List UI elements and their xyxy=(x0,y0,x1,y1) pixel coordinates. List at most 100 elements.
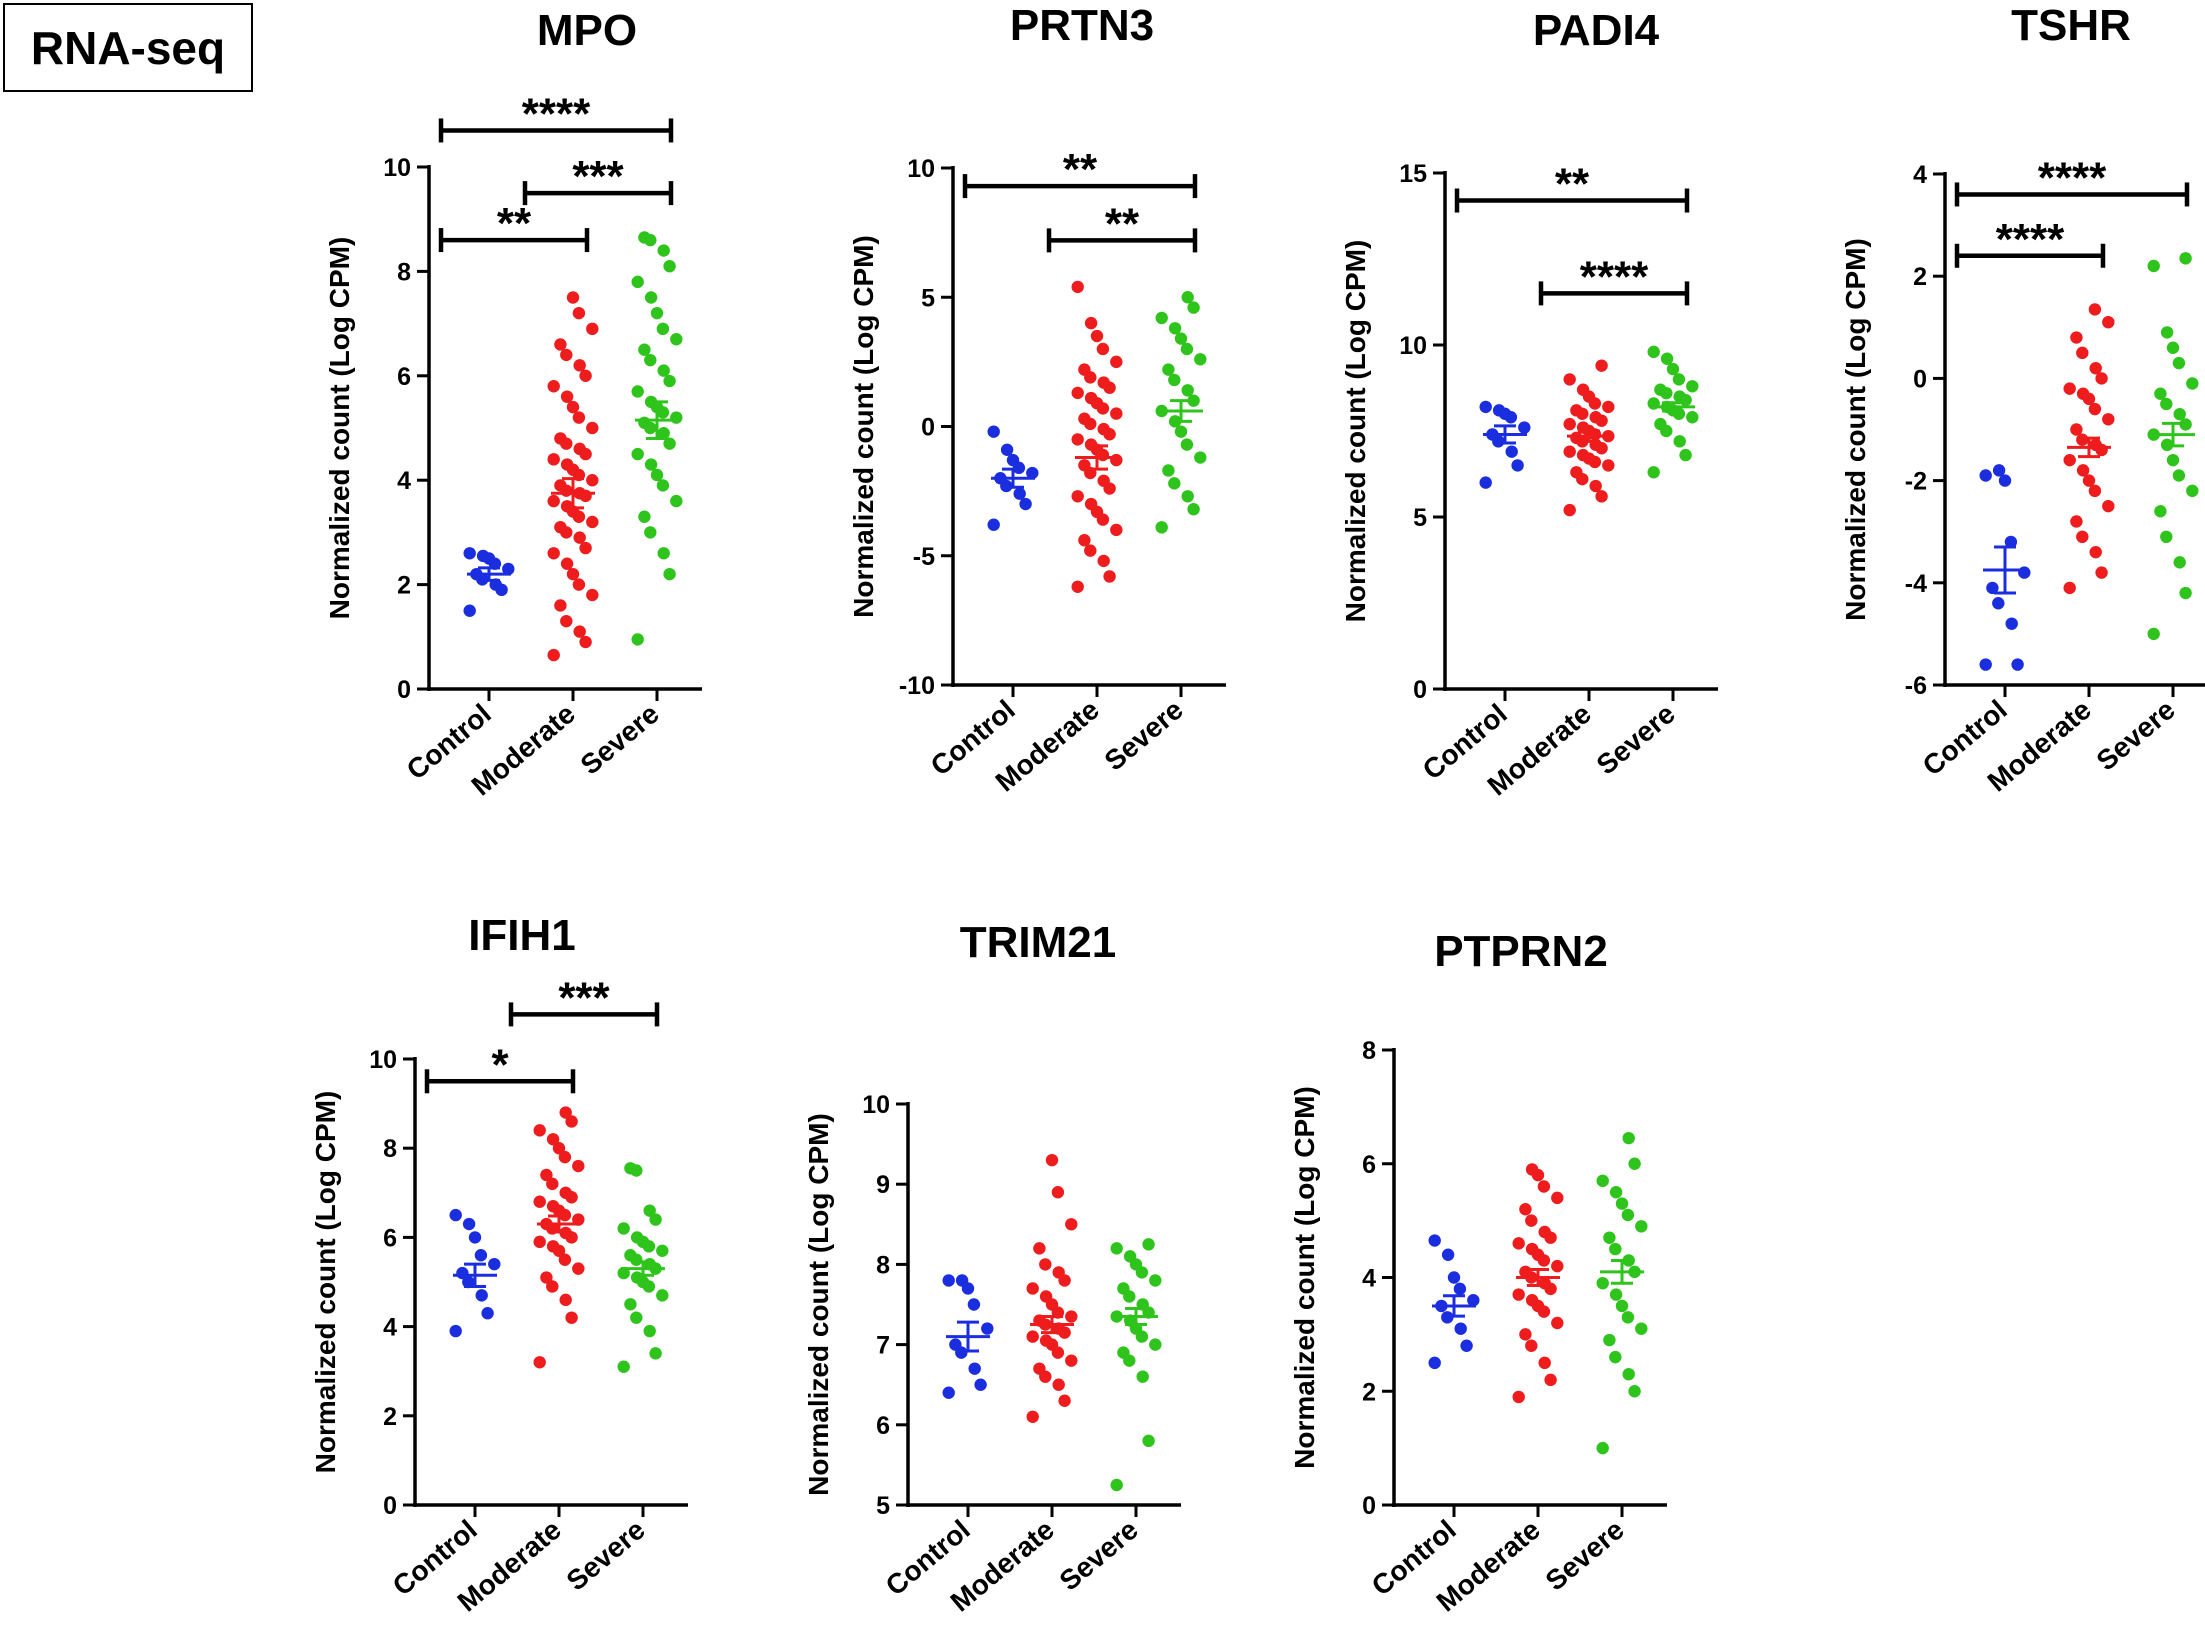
data-point-moderate xyxy=(1110,523,1123,537)
data-point-moderate xyxy=(560,390,574,403)
data-point-severe xyxy=(1615,1197,1629,1210)
data-point-severe xyxy=(1615,1299,1629,1313)
chart-title: TRIM21 xyxy=(960,918,1116,967)
data-point-severe xyxy=(1609,1185,1623,1199)
data-point-severe xyxy=(2186,377,2199,390)
rna-seq-label: RNA-seq xyxy=(3,3,253,92)
data-point-severe xyxy=(643,1204,656,1217)
data-point-moderate xyxy=(533,1356,546,1369)
y-tick-label: 10 xyxy=(369,1046,397,1074)
data-point-severe xyxy=(624,1249,637,1262)
data-point-severe xyxy=(670,333,683,346)
y-tick-label: 15 xyxy=(1399,160,1427,188)
data-point-moderate xyxy=(554,432,567,445)
data-point-severe xyxy=(1181,291,1194,304)
data-point-control xyxy=(449,1324,462,1338)
data-point-moderate xyxy=(1525,1214,1538,1227)
y-tick-label: 8 xyxy=(1362,1037,1376,1065)
data-point-control xyxy=(2004,535,2018,549)
data-point-moderate xyxy=(1538,1356,1551,1370)
significance-label: ** xyxy=(1555,160,1590,209)
significance-label: ** xyxy=(1063,145,1098,194)
data-point-moderate xyxy=(547,380,560,393)
data-point-moderate xyxy=(1033,1362,1046,1375)
data-point-moderate xyxy=(559,1293,572,1307)
data-point-severe xyxy=(1654,417,1667,431)
significance-label: **** xyxy=(522,89,591,138)
y-tick-label: 4 xyxy=(1362,1265,1376,1293)
data-point-moderate xyxy=(533,1235,546,1249)
data-point-moderate xyxy=(586,421,599,435)
significance-label: *** xyxy=(558,973,610,1022)
data-point-severe xyxy=(1686,380,1699,393)
data-point-severe xyxy=(1174,425,1188,438)
data-point-control xyxy=(488,1257,501,1271)
y-tick-label: 6 xyxy=(876,1412,890,1440)
data-point-moderate xyxy=(1576,383,1590,396)
data-point-control xyxy=(1992,597,2005,610)
data-point-moderate xyxy=(1039,1258,1052,1271)
data-point-severe xyxy=(1194,451,1207,464)
data-point-severe xyxy=(2147,627,2160,641)
y-tick-label: 6 xyxy=(1362,1151,1376,1179)
data-point-moderate xyxy=(560,614,573,628)
data-point-severe xyxy=(1181,384,1194,397)
data-point-moderate xyxy=(1078,534,1091,547)
data-point-moderate xyxy=(1525,1242,1539,1256)
data-point-moderate xyxy=(1071,490,1084,503)
data-point-control xyxy=(481,1307,494,1320)
data-point-moderate xyxy=(1052,1378,1065,1391)
data-point-moderate xyxy=(554,338,567,351)
data-point-control xyxy=(967,1298,981,1311)
data-point-severe xyxy=(1609,1242,1622,1256)
data-point-moderate xyxy=(2102,499,2115,513)
data-point-severe xyxy=(1155,521,1168,534)
data-point-moderate xyxy=(1563,503,1576,517)
data-point-moderate xyxy=(1537,1180,1551,1193)
data-point-control xyxy=(502,562,515,576)
data-point-moderate xyxy=(1551,1191,1564,1205)
y-tick-label: 10 xyxy=(383,154,411,182)
data-point-moderate xyxy=(2095,372,2108,385)
data-point-moderate xyxy=(1512,1237,1525,1250)
data-point-severe xyxy=(1187,503,1200,516)
data-point-moderate xyxy=(1039,1290,1053,1303)
data-point-severe xyxy=(2160,530,2173,544)
y-tick-label: 4 xyxy=(383,1314,397,1342)
y-tick-label: 8 xyxy=(383,1135,397,1163)
data-point-moderate xyxy=(1563,373,1576,386)
chart-title: TSHR xyxy=(2011,1,2131,50)
data-point-moderate xyxy=(1576,448,1590,462)
data-point-severe xyxy=(650,468,664,482)
data-point-severe xyxy=(643,1324,656,1338)
y-tick-label: 5 xyxy=(876,1492,890,1520)
data-point-severe xyxy=(617,1222,630,1235)
data-point-severe xyxy=(2147,259,2160,273)
data-point-severe xyxy=(624,1162,637,1175)
data-point-moderate xyxy=(565,1311,578,1324)
data-point-control xyxy=(1992,464,2006,477)
data-point-severe xyxy=(649,1347,662,1360)
data-point-moderate xyxy=(2070,515,2083,528)
data-point-severe xyxy=(2154,387,2167,400)
y-tick-label: 0 xyxy=(1913,365,1927,393)
data-point-severe xyxy=(1142,1238,1155,1251)
data-point-moderate xyxy=(560,458,574,471)
data-point-moderate xyxy=(554,520,567,534)
y-tick-label: 6 xyxy=(383,1224,397,1252)
data-point-control xyxy=(1479,476,1492,489)
data-point-moderate xyxy=(1071,433,1084,446)
data-point-severe xyxy=(2173,556,2186,569)
data-point-severe xyxy=(1603,1231,1616,1244)
data-point-moderate xyxy=(573,359,586,372)
data-point-moderate xyxy=(1544,1373,1557,1387)
data-point-moderate xyxy=(1519,1203,1532,1216)
data-point-moderate xyxy=(2089,438,2102,452)
data-point-severe xyxy=(1162,464,1175,477)
data-point-moderate xyxy=(533,1195,546,1208)
data-point-control xyxy=(981,1322,994,1335)
y-tick-label: 10 xyxy=(907,155,935,183)
data-point-moderate xyxy=(552,1142,566,1155)
data-point-control xyxy=(1000,443,1014,456)
